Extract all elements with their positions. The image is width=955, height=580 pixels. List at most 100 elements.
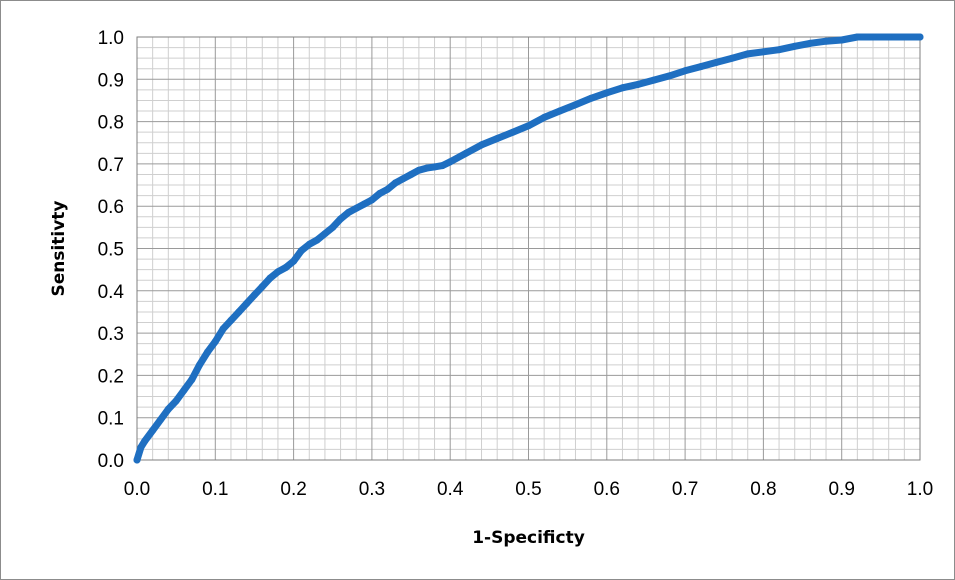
major-gridlines xyxy=(137,37,920,460)
y-tick-label: 0.4 xyxy=(98,282,125,303)
roc-curve-point xyxy=(297,247,305,255)
roc-curve-point xyxy=(791,42,799,50)
roc-curve-point xyxy=(250,291,258,299)
roc-curve-point xyxy=(431,163,438,171)
y-tick-label: 0.6 xyxy=(98,197,124,218)
x-axis-title: 1-Specificty xyxy=(472,528,585,548)
roc-curve-point xyxy=(509,128,517,136)
roc-curve-point xyxy=(540,113,548,121)
roc-curve-point xyxy=(352,204,360,212)
roc-curve-point xyxy=(243,300,251,307)
y-axis-title: Sensitivty xyxy=(49,200,69,296)
roc-curve-point xyxy=(681,67,689,75)
roc-curve-point xyxy=(196,361,204,369)
roc-curve-point xyxy=(619,84,626,92)
roc-curve-point xyxy=(650,76,658,84)
roc-curve-point xyxy=(282,264,290,271)
roc-curve-point xyxy=(838,36,846,44)
roc-curve-point xyxy=(266,274,274,282)
x-tick-label: 0.9 xyxy=(828,479,854,500)
roc-curve-point xyxy=(133,456,141,464)
roc-curve-point xyxy=(399,175,407,183)
y-tick-label: 0.0 xyxy=(98,451,124,472)
series-layer xyxy=(133,33,924,464)
x-tick-label: 0.5 xyxy=(515,479,541,500)
roc-curve-point xyxy=(384,185,392,193)
roc-curve-point xyxy=(438,162,446,170)
roc-curve-point xyxy=(141,437,149,445)
roc-curve-point xyxy=(274,268,282,276)
roc-curve-point xyxy=(446,158,454,166)
y-tick-label: 0.8 xyxy=(98,113,124,134)
roc-curve-point xyxy=(478,141,485,149)
roc-curve-point xyxy=(556,107,564,115)
roc-curve-point xyxy=(423,164,431,172)
x-tick-label: 0.8 xyxy=(750,479,776,500)
roc-curve-point xyxy=(211,338,219,346)
roc-curve-point xyxy=(235,308,243,316)
roc-curve-point xyxy=(180,386,188,394)
roc-curve-point xyxy=(258,283,266,291)
roc-curve-point xyxy=(219,325,227,333)
roc-curve-point xyxy=(572,101,579,109)
roc-curve-point xyxy=(321,230,329,238)
x-tick-label: 0.3 xyxy=(359,479,385,500)
roc-curve-point xyxy=(728,54,736,62)
roc-curve-point xyxy=(712,58,720,66)
roc-curve-point xyxy=(916,33,924,41)
roc-curve-point xyxy=(172,397,180,405)
roc-curve-point xyxy=(744,50,752,58)
roc-curve-point xyxy=(157,416,164,424)
roc-curve-point xyxy=(329,223,337,231)
x-tick-label: 1.0 xyxy=(907,479,933,500)
roc-curve-point xyxy=(391,179,399,187)
y-tick-label: 1.0 xyxy=(98,28,124,49)
y-tick-label: 0.5 xyxy=(98,240,124,261)
y-tick-label: 0.2 xyxy=(98,366,124,387)
x-tick-label: 0.4 xyxy=(437,479,464,500)
roc-curve-point xyxy=(164,405,172,413)
roc-curve-point xyxy=(407,171,415,178)
roc-curve-point xyxy=(587,94,595,102)
x-tick-label: 0.2 xyxy=(280,479,306,500)
roc-curve-point xyxy=(368,196,376,204)
y-axis-tick-labels: 0.0 0.1 0.2 0.3 0.4 0.5 0.6 0.7 0.8 0.9 1.0 xyxy=(98,28,125,472)
roc-curve-point xyxy=(344,209,352,216)
x-tick-label: 0.0 xyxy=(124,479,150,500)
roc-curve-point xyxy=(227,316,235,324)
roc-curve-point xyxy=(313,236,321,244)
roc-curve-point xyxy=(204,348,211,356)
x-axis-tick-labels: 0.0 0.1 0.2 0.3 0.4 0.5 0.6 0.7 0.8 0.9 1.0 xyxy=(124,479,933,500)
plot-area-border xyxy=(136,36,921,461)
roc-curve-point xyxy=(415,166,423,174)
y-tick-label: 0.3 xyxy=(98,324,124,345)
roc-curve-point xyxy=(149,426,157,434)
roc-curve-point xyxy=(634,80,642,88)
roc-curve-point xyxy=(775,46,783,54)
roc-curve-point xyxy=(525,122,532,130)
y-tick-label: 0.7 xyxy=(98,155,124,176)
roc-curve-point xyxy=(376,190,384,197)
roc-curve-point xyxy=(665,72,673,80)
roc-curve-point xyxy=(305,240,313,248)
x-tick-label: 0.7 xyxy=(672,479,698,500)
roc-curve-point xyxy=(759,48,767,56)
y-tick-label: 0.9 xyxy=(98,70,124,91)
y-tick-label: 0.1 xyxy=(98,409,124,430)
roc-curve-point xyxy=(853,33,861,41)
roc-curve-point xyxy=(885,33,893,41)
roc-curve-point xyxy=(290,257,298,265)
roc-curve-point xyxy=(360,200,368,208)
roc-curve-point xyxy=(188,376,196,384)
roc-curve-point xyxy=(493,135,501,142)
roc-curve-point xyxy=(822,37,830,45)
roc-curve-point xyxy=(337,215,345,223)
x-tick-label: 0.6 xyxy=(594,479,620,500)
roc-curve-point xyxy=(603,89,611,97)
roc-curve-point xyxy=(137,443,145,451)
x-tick-label: 0.1 xyxy=(202,479,228,500)
roc-curve-point xyxy=(462,149,470,157)
roc-curve-point xyxy=(697,63,705,71)
